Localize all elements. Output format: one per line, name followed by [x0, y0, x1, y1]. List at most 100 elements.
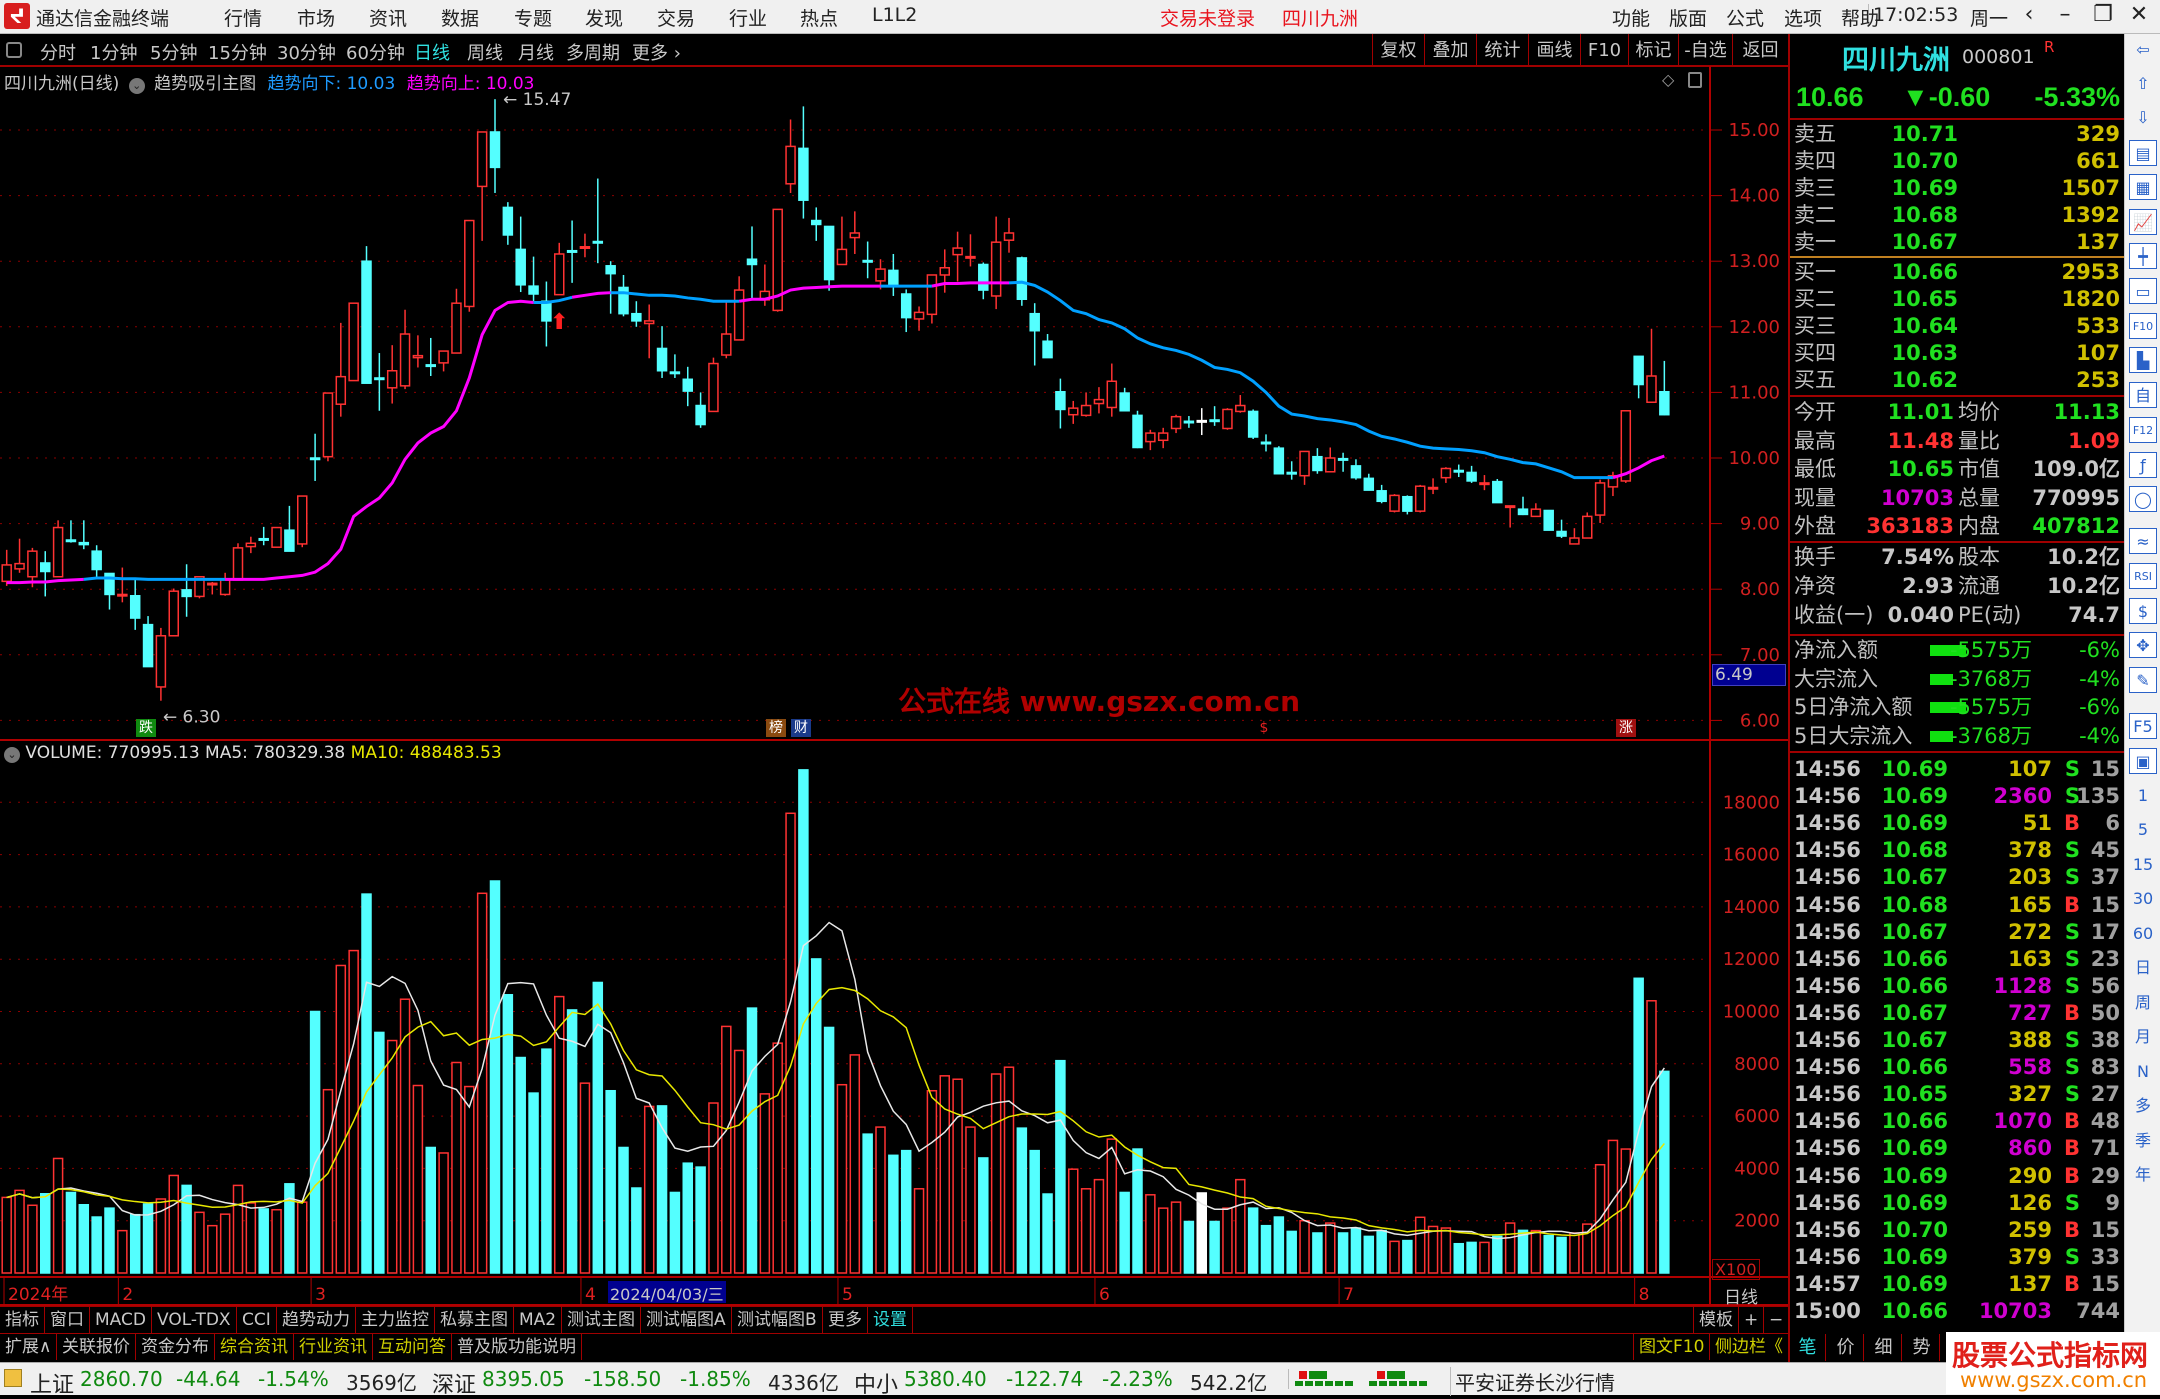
volume-bar[interactable]: [1440, 1227, 1452, 1274]
order-sell-row[interactable]: 卖三 10.69 1507: [1790, 175, 2124, 202]
candle[interactable]: [232, 543, 244, 581]
bottom-tab-0[interactable]: 笔: [1790, 1334, 1826, 1361]
volume-bar[interactable]: [309, 1010, 321, 1274]
candle[interactable]: [1299, 450, 1310, 485]
tab-侧边栏《[interactable]: 侧边栏《: [1709, 1334, 1788, 1360]
volume-bar[interactable]: [1080, 1188, 1092, 1274]
tick-row[interactable]: 14:56 10.66 1070 B 48: [1790, 1108, 2124, 1135]
volume-bar[interactable]: [1466, 1241, 1477, 1274]
volume-bar[interactable]: [1029, 1149, 1040, 1274]
candle[interactable]: [1106, 363, 1118, 417]
close-button[interactable]: ✕: [2129, 2, 2149, 27]
candle[interactable]: [939, 249, 950, 293]
menu-5[interactable]: 发现: [585, 8, 624, 30]
volume-bar[interactable]: [40, 1193, 51, 1274]
volume-bar[interactable]: [1286, 1230, 1297, 1274]
candle[interactable]: [1, 549, 12, 586]
candle[interactable]: [78, 520, 90, 550]
volume-bar[interactable]: [65, 1191, 77, 1274]
menu-6[interactable]: 交易: [657, 8, 696, 30]
tab-更多[interactable]: 更多: [823, 1307, 868, 1333]
volume-bar[interactable]: [978, 1157, 989, 1274]
sidebar-icon-18[interactable]: ✎: [2129, 667, 2157, 693]
candle[interactable]: [592, 178, 604, 264]
volume-bar[interactable]: [1479, 1241, 1490, 1274]
volume-bar[interactable]: [1453, 1242, 1464, 1274]
toolbar-button-6[interactable]: -自选: [1678, 34, 1732, 67]
toolbar-button-5[interactable]: 标记: [1628, 34, 1678, 67]
volume-bar[interactable]: [643, 1105, 655, 1274]
tab-测试主图[interactable]: 测试主图: [562, 1307, 641, 1333]
volume-bar[interactable]: [1337, 1232, 1349, 1274]
candle[interactable]: [1337, 452, 1349, 472]
period-tab-3[interactable]: 15分钟: [208, 43, 267, 64]
candle[interactable]: [309, 433, 321, 481]
sidebar-icon-32[interactable]: 年: [2134, 1165, 2151, 1184]
period-tab-4[interactable]: 30分钟: [277, 43, 336, 64]
order-sell-row[interactable]: 卖四 10.70 661: [1790, 148, 2124, 175]
tab-VOL-TDX[interactable]: VOL-TDX: [152, 1307, 237, 1333]
volume-bar[interactable]: [1132, 1148, 1143, 1274]
volume-bar[interactable]: [1402, 1239, 1413, 1274]
candle[interactable]: [1145, 429, 1156, 451]
candle[interactable]: [1093, 387, 1105, 414]
tab-主力监控[interactable]: 主力监控: [356, 1307, 435, 1333]
candle[interactable]: [849, 211, 861, 254]
menu-9[interactable]: L1L2: [872, 4, 918, 26]
volume-bar[interactable]: [1659, 1070, 1670, 1274]
tab-指标[interactable]: 指标: [0, 1307, 45, 1333]
tab-资金分布[interactable]: 资金分布: [136, 1334, 215, 1360]
tick-row[interactable]: 14:56 10.67 272 S 17: [1790, 919, 2124, 946]
tick-row[interactable]: 14:56 10.70 259 B 15: [1790, 1217, 2124, 1244]
volume-bar[interactable]: [733, 1049, 745, 1274]
tab-设置[interactable]: 设置: [868, 1307, 913, 1333]
volume-bar[interactable]: [1170, 1201, 1182, 1274]
sidebar-icon-28[interactable]: 月: [2134, 1027, 2151, 1046]
tab-测试幅图B[interactable]: 测试幅图B: [732, 1307, 823, 1333]
toolbar-button-3[interactable]: 画线: [1528, 34, 1580, 67]
fundamental-row[interactable]: 净资 2.93 流通 10.2亿: [1790, 573, 2124, 600]
volume-bar[interactable]: [1492, 1235, 1503, 1274]
tab-趋势动力[interactable]: 趋势动力: [277, 1307, 356, 1333]
candle[interactable]: [1068, 400, 1079, 424]
sidebar-icon-30[interactable]: 多: [2134, 1096, 2151, 1115]
bottom-tab-3[interactable]: 势: [1904, 1334, 1940, 1361]
candle[interactable]: [1466, 465, 1477, 483]
candle[interactable]: [618, 274, 629, 317]
chevron-down-icon[interactable]: ⌄: [4, 747, 20, 763]
volume-bar[interactable]: [1247, 1207, 1259, 1274]
volume-bar[interactable]: [1222, 1207, 1233, 1274]
candle[interactable]: [1363, 473, 1375, 491]
volume-bar[interactable]: [682, 1162, 693, 1274]
candle[interactable]: [913, 306, 925, 331]
candle[interactable]: [862, 241, 873, 279]
candle[interactable]: [1157, 427, 1169, 449]
indicator-name[interactable]: 趋势吸引主图: [154, 74, 257, 94]
candle[interactable]: [1325, 447, 1336, 473]
tick-row[interactable]: 14:56 10.68 378 S 45: [1790, 837, 2124, 864]
candle[interactable]: [605, 261, 616, 314]
sidebar-icon-22[interactable]: 5: [2137, 820, 2149, 839]
volume-bar[interactable]: [592, 981, 604, 1274]
candle[interactable]: [1543, 509, 1554, 531]
volume-bar[interactable]: [1389, 1240, 1400, 1274]
candle[interactable]: [1273, 446, 1285, 475]
candle[interactable]: [721, 302, 732, 359]
volume-bar[interactable]: [91, 1216, 102, 1274]
candle[interactable]: [811, 207, 822, 241]
volume-bar[interactable]: [1003, 1066, 1015, 1274]
tab-+[interactable]: +: [1738, 1307, 1763, 1333]
tick-row[interactable]: 14:56 10.69 107 S 15: [1790, 756, 2124, 783]
candle[interactable]: [1556, 519, 1567, 539]
tick-row[interactable]: 14:56 10.69 126 S 9: [1790, 1190, 2124, 1217]
volume-bar[interactable]: [1414, 1216, 1426, 1274]
right-menu-2[interactable]: 公式: [1726, 8, 1765, 30]
candle[interactable]: [91, 545, 102, 577]
volume-bar[interactable]: [952, 1078, 963, 1274]
volume-bar[interactable]: [695, 1166, 706, 1274]
volume-bar[interactable]: [541, 1048, 552, 1274]
tick-row[interactable]: 14:56 10.69 51 B 6: [1790, 810, 2124, 837]
candle[interactable]: [1247, 409, 1259, 439]
volume-bar[interactable]: [1235, 1178, 1246, 1274]
sidebar-icon-1[interactable]: ⇧: [2136, 74, 2150, 93]
